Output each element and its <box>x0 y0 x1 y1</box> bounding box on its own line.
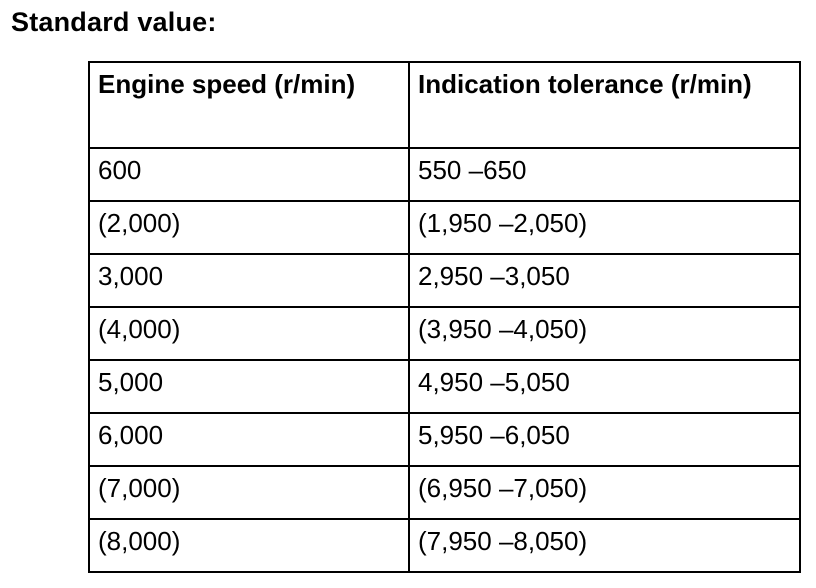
table-row: (7,000) (6,950 –7,050) <box>88 465 801 520</box>
engine-speed-cell: 600 <box>88 147 410 202</box>
header-indication-tolerance: Indication tolerance (r/min) <box>408 61 801 149</box>
tolerance-cell: 4,950 –5,050 <box>408 359 801 414</box>
engine-speed-cell: (2,000) <box>88 200 410 255</box>
engine-speed-cell: (4,000) <box>88 306 410 361</box>
tolerance-cell: (3,950 –4,050) <box>408 306 801 361</box>
table-row: 6,000 5,950 –6,050 <box>88 412 801 467</box>
tolerance-cell: (6,950 –7,050) <box>408 465 801 520</box>
tolerance-cell: 5,950 –6,050 <box>408 412 801 467</box>
table-row: (2,000) (1,950 –2,050) <box>88 200 801 255</box>
tolerance-cell: (1,950 –2,050) <box>408 200 801 255</box>
engine-speed-cell: (7,000) <box>88 465 410 520</box>
table-row: 5,000 4,950 –5,050 <box>88 359 801 414</box>
tolerance-cell: 2,950 –3,050 <box>408 253 801 308</box>
engine-speed-cell: 6,000 <box>88 412 410 467</box>
table-row: 600 550 –650 <box>88 147 801 202</box>
table-row: (8,000) (7,950 –8,050) <box>88 518 801 573</box>
header-engine-speed: Engine speed (r/min) <box>88 61 410 149</box>
table-header-row: Engine speed (r/min) Indication toleranc… <box>88 61 801 149</box>
table-row: 3,000 2,950 –3,050 <box>88 253 801 308</box>
tolerance-cell: 550 –650 <box>408 147 801 202</box>
tolerance-cell: (7,950 –8,050) <box>408 518 801 573</box>
engine-speed-cell: (8,000) <box>88 518 410 573</box>
engine-speed-cell: 3,000 <box>88 253 410 308</box>
engine-speed-tolerance-table: Engine speed (r/min) Indication toleranc… <box>88 61 801 573</box>
engine-speed-cell: 5,000 <box>88 359 410 414</box>
standard-value-heading: Standard value: <box>11 7 217 37</box>
table-row: (4,000) (3,950 –4,050) <box>88 306 801 361</box>
